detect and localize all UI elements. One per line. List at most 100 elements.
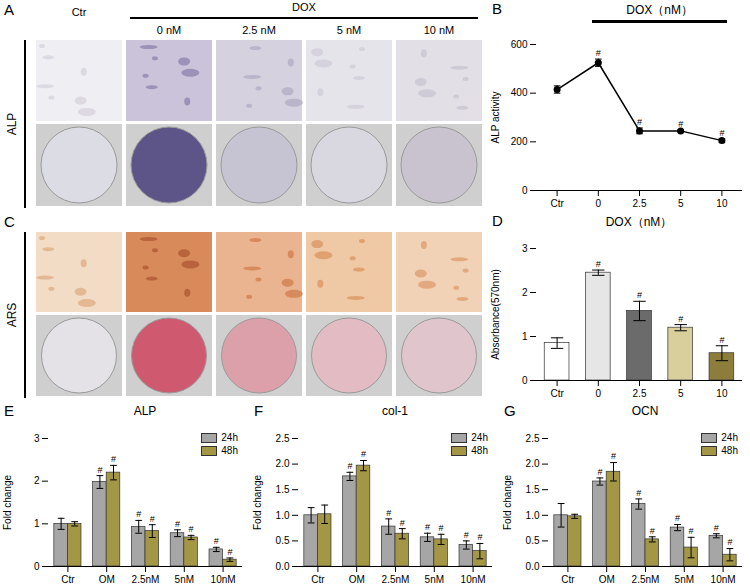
svg-text:#: #	[386, 508, 391, 518]
svg-text:#: #	[596, 259, 601, 269]
svg-text:#: #	[637, 117, 642, 127]
svg-text:0: 0	[522, 185, 528, 196]
svg-text:600: 600	[511, 39, 528, 50]
svg-text:Fold change: Fold change	[2, 475, 13, 530]
svg-text:0: 0	[522, 375, 528, 386]
svg-text:Fold change: Fold change	[252, 475, 263, 530]
svg-text:0: 0	[596, 198, 602, 209]
svg-text:#: #	[597, 467, 602, 477]
svg-text:10: 10	[716, 198, 728, 209]
svg-text:ALP: ALP	[5, 113, 19, 136]
svg-text:#: #	[650, 526, 655, 536]
svg-text:2: 2	[522, 287, 528, 298]
svg-text:2.0: 2.0	[276, 458, 290, 469]
svg-text:0.0: 0.0	[526, 561, 540, 572]
svg-text:#: #	[678, 119, 683, 129]
svg-text:#: #	[675, 513, 680, 523]
svg-text:Ctr: Ctr	[72, 6, 87, 18]
svg-text:#: #	[214, 536, 219, 546]
svg-text:OM: OM	[599, 574, 615, 585]
svg-text:#: #	[719, 335, 724, 345]
html-text:ALP: ALP	[133, 404, 157, 418]
svg-text:Absorbance(570nm): Absorbance(570nm)	[490, 269, 501, 360]
svg-text:#: #	[227, 547, 232, 557]
svg-text:3: 3	[522, 243, 528, 254]
svg-text:2.5: 2.5	[276, 433, 290, 444]
svg-text:C: C	[4, 213, 15, 230]
svg-text:2: 2	[34, 475, 40, 486]
svg-text:1.5: 1.5	[276, 484, 290, 495]
svg-text:#: #	[596, 48, 601, 58]
svg-text:10nM: 10nM	[211, 574, 236, 585]
svg-text:5 nM: 5 nM	[337, 24, 361, 36]
svg-text:2.5nM: 2.5nM	[382, 574, 410, 585]
svg-text:2.5nM: 2.5nM	[632, 574, 660, 585]
svg-text:#: #	[727, 537, 732, 547]
svg-text:#: #	[361, 449, 366, 459]
svg-text:5nM: 5nM	[425, 574, 444, 585]
svg-text:1.0: 1.0	[276, 510, 290, 521]
svg-text:OM: OM	[349, 574, 365, 585]
svg-text:200: 200	[511, 136, 528, 147]
svg-text:OM: OM	[99, 574, 115, 585]
svg-text:Fold change: Fold change	[502, 475, 513, 530]
svg-text:Ctr: Ctr	[61, 574, 75, 585]
svg-text:#: #	[611, 451, 616, 461]
svg-text:#: #	[637, 290, 642, 300]
svg-text:2.5 nM: 2.5 nM	[242, 24, 276, 36]
svg-text:5: 5	[678, 198, 684, 209]
svg-text:#: #	[175, 519, 180, 529]
html-text:DOX（nM）: DOX（nM）	[605, 215, 673, 229]
svg-text:#: #	[439, 523, 444, 533]
svg-text:#: #	[714, 523, 719, 533]
svg-text:10 nM: 10 nM	[424, 24, 455, 36]
svg-text:A: A	[4, 1, 14, 18]
svg-text:0: 0	[34, 561, 40, 572]
svg-text:#: #	[111, 454, 116, 464]
svg-text:0 nM: 0 nM	[157, 24, 181, 36]
svg-text:1: 1	[522, 331, 528, 342]
svg-text:2.0: 2.0	[526, 458, 540, 469]
svg-text:#: #	[425, 522, 430, 532]
svg-text:ARS: ARS	[5, 303, 19, 328]
svg-text:2.5nM: 2.5nM	[132, 574, 160, 585]
svg-text:ALP activity: ALP activity	[490, 91, 501, 143]
svg-text:#: #	[347, 461, 352, 471]
svg-text:2.5: 2.5	[633, 198, 647, 209]
svg-text:Ctr: Ctr	[561, 574, 575, 585]
svg-text:10nM: 10nM	[461, 574, 486, 585]
svg-text:Ctr: Ctr	[550, 198, 564, 209]
svg-text:2.5: 2.5	[633, 388, 647, 399]
svg-text:1: 1	[34, 518, 40, 529]
svg-text:10nM: 10nM	[711, 574, 736, 585]
svg-text:5nM: 5nM	[175, 574, 194, 585]
svg-text:5: 5	[678, 388, 684, 399]
svg-text:1.0: 1.0	[526, 510, 540, 521]
svg-text:400: 400	[511, 87, 528, 98]
svg-text:#: #	[689, 526, 694, 536]
html-text:DOX（nM）: DOX（nM）	[626, 3, 693, 17]
svg-text:#: #	[464, 530, 469, 540]
svg-text:#: #	[719, 128, 724, 138]
svg-text:#: #	[678, 314, 683, 324]
svg-text:#: #	[97, 465, 102, 475]
svg-text:#: #	[400, 517, 405, 527]
svg-text:#: #	[477, 532, 482, 542]
svg-text:Ctr: Ctr	[311, 574, 325, 585]
svg-text:0.0: 0.0	[276, 561, 290, 572]
svg-text:5nM: 5nM	[675, 574, 694, 585]
svg-text:#: #	[189, 524, 194, 534]
svg-text:1.5: 1.5	[526, 484, 540, 495]
svg-text:DOX: DOX	[292, 1, 317, 13]
svg-text:0: 0	[596, 388, 602, 399]
svg-text:#: #	[150, 514, 155, 524]
svg-text:3: 3	[34, 433, 40, 444]
svg-text:10: 10	[716, 388, 728, 399]
svg-text:0.5: 0.5	[526, 535, 540, 546]
svg-text:#: #	[636, 488, 641, 498]
html-text:col-1: col-1	[382, 404, 408, 418]
svg-text:Ctr: Ctr	[550, 388, 564, 399]
svg-text:#: #	[136, 509, 141, 519]
svg-text:2.5: 2.5	[526, 433, 540, 444]
svg-text:0.5: 0.5	[276, 535, 290, 546]
